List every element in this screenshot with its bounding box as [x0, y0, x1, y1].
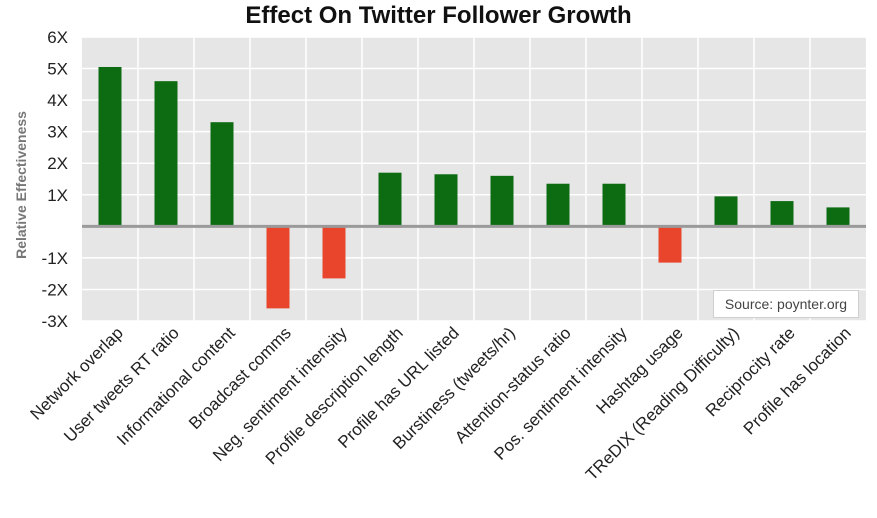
- y-tick-label: 5X: [47, 60, 68, 79]
- x-tick-label: Broadcast comms: [185, 323, 295, 433]
- bars: [98, 66, 850, 309]
- bar-12: [714, 196, 738, 227]
- bar-11: [658, 226, 682, 263]
- bar-14: [826, 207, 850, 227]
- source-annotation: Source: poynter.org: [713, 290, 859, 318]
- y-tick-label: 2X: [47, 154, 68, 173]
- y-tick-label: -1X: [42, 249, 68, 268]
- bar-13: [770, 201, 794, 227]
- bar-4: [266, 226, 290, 309]
- y-axis-label: Relative Effectiveness: [13, 111, 29, 259]
- y-tick-label: 1X: [47, 186, 68, 205]
- bar-10: [602, 183, 626, 227]
- chart-title: Effect On Twitter Follower Growth: [245, 2, 632, 29]
- y-tick-label: 3X: [47, 123, 68, 142]
- bar-5: [322, 226, 346, 279]
- bar-9: [546, 183, 570, 227]
- y-tick-labels: 6X 5X 4X 3X 2X 1X -1X -2X -3X: [42, 28, 68, 331]
- x-tick-label: Profile has location: [740, 323, 855, 438]
- bar-3: [210, 122, 234, 227]
- bar-8: [490, 175, 514, 227]
- y-tick-label: -3X: [42, 312, 68, 331]
- x-tick-label: Network overlap: [27, 323, 127, 423]
- bar-2: [154, 81, 178, 227]
- bar-6: [378, 172, 402, 227]
- y-tick-label: 4X: [47, 91, 68, 110]
- bar-7: [434, 174, 458, 227]
- bar-1: [98, 66, 122, 227]
- y-tick-label: -2X: [42, 280, 68, 299]
- y-tick-label: 6X: [47, 28, 68, 47]
